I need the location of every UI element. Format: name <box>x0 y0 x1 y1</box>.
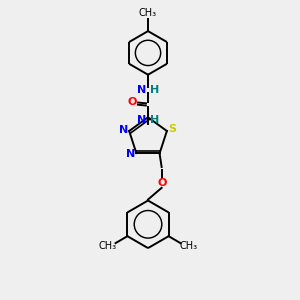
Text: H: H <box>150 115 160 125</box>
Text: CH₃: CH₃ <box>98 241 117 251</box>
Text: CH₃: CH₃ <box>139 8 157 18</box>
Text: N: N <box>137 85 147 94</box>
Text: H: H <box>150 85 160 94</box>
Text: CH₃: CH₃ <box>179 241 197 251</box>
Text: N: N <box>137 115 147 125</box>
Text: S: S <box>168 124 176 134</box>
Text: O: O <box>128 98 137 107</box>
Text: N: N <box>118 125 128 135</box>
Text: O: O <box>158 178 167 188</box>
Text: N: N <box>126 149 135 159</box>
